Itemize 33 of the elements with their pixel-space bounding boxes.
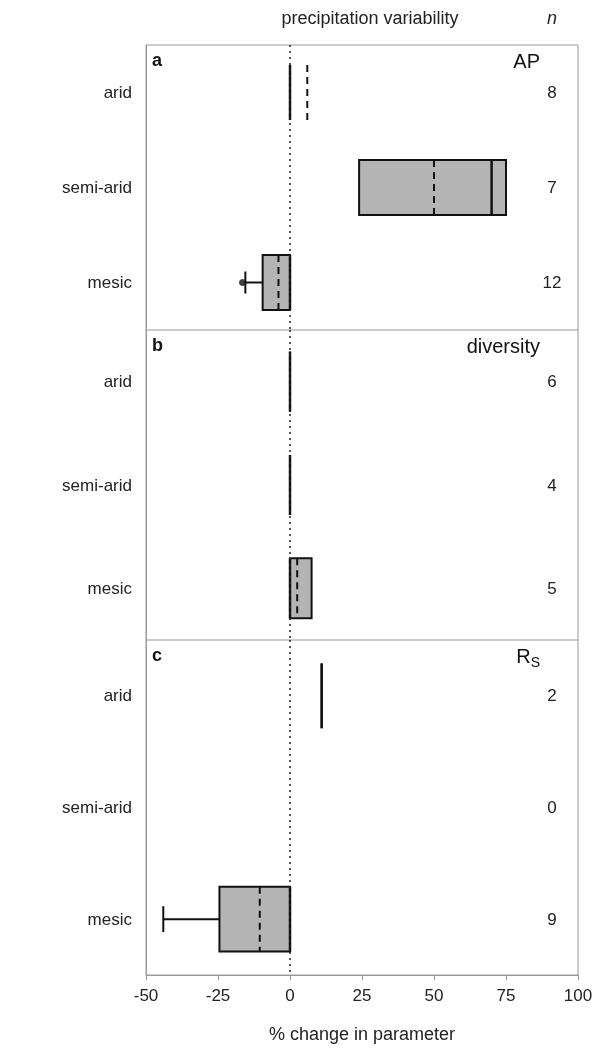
x-tick-label: 75 (496, 986, 516, 1005)
x-tick-label: 0 (285, 986, 295, 1005)
annotation: 7 (547, 178, 557, 197)
annotation: a (152, 50, 163, 70)
text: precipitation variability (281, 8, 459, 28)
annotation: 8 (547, 83, 557, 102)
x-tick-label: 25 (352, 986, 372, 1005)
annotation: c (152, 645, 163, 665)
x-tick-label: 50 (424, 986, 444, 1005)
annotation: 9 (547, 909, 557, 929)
annotation: b (152, 335, 163, 355)
x-axis-title: % change in parameter (268, 1024, 456, 1044)
x-tick-label: -50 (133, 986, 159, 1005)
annotation: 6 (547, 372, 557, 392)
y-tick-label: semi-arid (62, 178, 132, 197)
annotation: 4 (547, 475, 557, 495)
y-tick-label: mesic (87, 273, 133, 292)
y-tick-label: semi-arid (62, 475, 132, 495)
y-tick-label: arid (103, 686, 132, 706)
annotation: 5 (547, 578, 557, 598)
y-tick-label: arid (103, 83, 132, 102)
text: n (546, 8, 558, 28)
x-tick-label: 100 (563, 986, 593, 1005)
x-tick-label: -25 (205, 986, 231, 1005)
annotation: 0 (547, 798, 557, 817)
y-tick-label: arid (103, 372, 132, 392)
y-tick-label: mesic (87, 909, 133, 929)
chart-title: AP (513, 50, 541, 72)
y-tick-label: semi-arid (62, 798, 132, 817)
annotation: 2 (547, 686, 557, 706)
annotation: 12 (542, 273, 562, 292)
chart-title: diversity (466, 335, 541, 357)
y-tick-label: mesic (87, 578, 133, 598)
